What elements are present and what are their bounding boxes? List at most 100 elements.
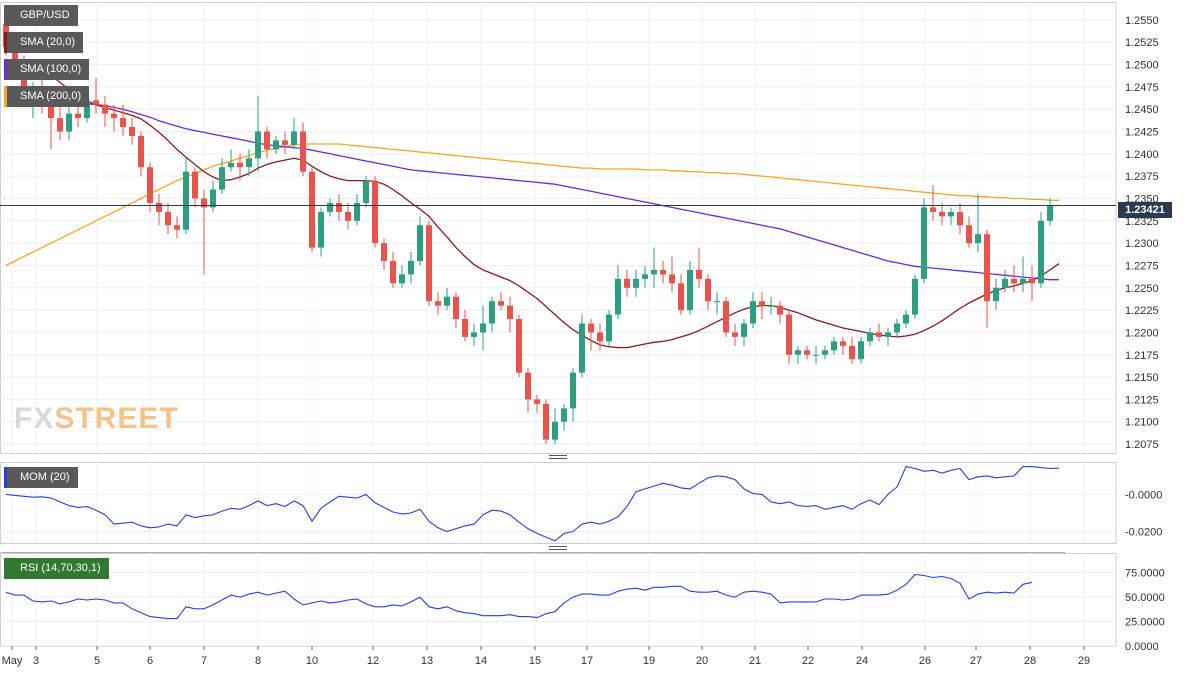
sma20-legend[interactable]: SMA (20,0) [4,32,84,53]
candle-body [885,332,891,337]
sma200-legend[interactable]: SMA (200,0) [4,86,90,107]
rsi-path [5,573,1033,620]
date-tick-label: 26 [919,655,931,667]
candle-body [759,301,765,306]
candle-body [273,140,279,150]
candle-body [561,408,567,422]
candle-body [174,225,180,230]
candle-body [525,372,531,400]
price-tick-label: 1.2100 [1125,417,1159,429]
date-tick-label: 29 [1078,655,1090,667]
candle-body [903,314,909,324]
momentum-axis: -0.0000 -0.0200 [1125,489,1162,538]
sma100-line [5,101,1059,281]
date-tick-label: 8 [255,655,261,667]
candle-body [1029,278,1035,284]
candle-body [597,332,603,342]
main-price-axis: 1.2550 1.2525 1.2500 1.2475 1.2450 1.2425 1.24… [1125,15,1159,451]
candle-body [993,287,999,302]
candle-body [795,350,801,355]
price-tick-label: 1.2550 [1125,15,1159,27]
candle-body [1020,278,1026,284]
sma200-path [5,143,1059,267]
candle-body [138,135,144,168]
price-tick-label: 1.2225 [1125,305,1159,317]
candle-body [741,323,747,337]
rsi-panel-grid [0,553,1117,647]
date-tick-label: 22 [802,655,814,667]
candle-body [480,323,486,333]
candle-body [228,162,234,168]
price-tick-label: 1.2500 [1125,60,1159,72]
date-tick-label: 3 [33,655,39,667]
date-axis: May 3 5 6 7 8 10 12 13 14 15 17 19 20 21 22 24 26 27 28 29 [2,646,1090,667]
candle-body [732,332,738,337]
candle-body [1047,205,1053,221]
candle-body [588,323,594,333]
candle-body [291,131,297,145]
candle-body [975,234,981,244]
candle-body [372,180,378,244]
date-tick-label: 21 [749,655,761,667]
momentum-line [5,466,1060,542]
rsi-panel-frame [0,553,1117,647]
date-tick-label: 15 [529,655,541,667]
candle-body [948,211,954,217]
candle-body [183,171,189,230]
candle-body [417,225,423,261]
candle-body [651,269,657,275]
candle-body [507,305,513,320]
price-tick-label: 1.2325 [1125,216,1159,228]
candle-body [354,202,360,221]
candle-body [435,301,441,306]
candlestick-series [3,10,1053,445]
candle-body [660,269,666,275]
price-tick-label: 1.2200 [1125,327,1159,339]
candle-body [237,162,243,168]
momentum-tick-label: -0.0200 [1125,527,1162,539]
candle-body [201,198,207,208]
date-tick-label: 17 [581,655,593,667]
candle-body [804,350,810,355]
candle-body [570,372,576,409]
rsi-tick-label: 75.0000 [1125,568,1165,580]
watermark-street: STREET [54,402,179,435]
watermark-fx: FX [14,402,55,435]
date-tick-label: 24 [856,655,868,667]
candle-body [876,332,882,337]
price-tick-label: 1.2425 [1125,126,1159,138]
candle-body [381,243,387,261]
candle-body [156,202,162,212]
momentum-legend[interactable]: MOM (20) [4,467,78,488]
date-tick-label: 7 [201,655,207,667]
sma100-legend[interactable]: SMA (100,0) [4,59,90,80]
candle-body [579,323,585,373]
price-tick-label: 1.2150 [1125,372,1159,384]
date-tick-label: 14 [475,655,487,667]
candle-body [327,202,333,212]
sma200-line [5,143,1059,267]
date-tick-label: 27 [970,655,982,667]
candle-body [462,319,468,337]
candle-body [192,171,198,199]
rsi-legend[interactable]: RSI (14,70,30,1) [4,558,109,579]
rsi-axis: 75.0000 50.0000 25.0000 0.0000 [1125,568,1165,653]
candle-body [390,260,396,284]
candle-body [147,167,153,203]
candle-body [606,314,612,342]
price-tick-label: 1.2250 [1125,283,1159,295]
price-tick-label: 1.2300 [1125,238,1159,250]
momentum-panel-frame [0,462,1117,544]
candle-body [453,296,459,320]
candle-body [93,100,99,105]
panel-splitters[interactable] [549,455,567,550]
candle-body [984,234,990,302]
sma20-path [6,63,1060,349]
candle-body [498,301,504,306]
candle-body [426,225,432,302]
candle-body [714,301,720,303]
candle-body [21,64,27,96]
instrument-legend[interactable]: GBP/USD [4,5,78,26]
candle-body [552,421,558,440]
